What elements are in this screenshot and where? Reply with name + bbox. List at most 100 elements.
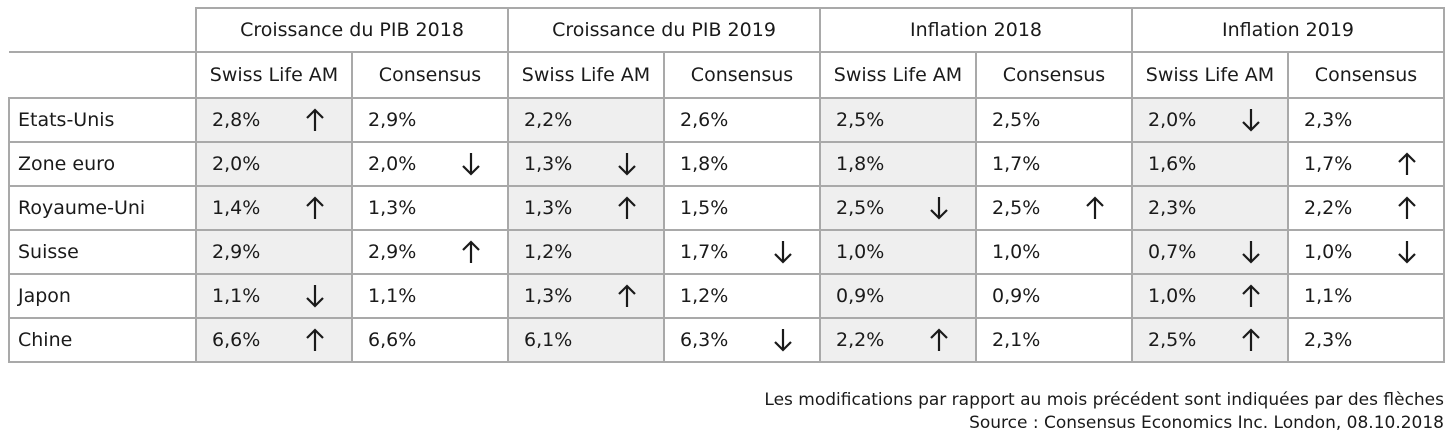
swiss-life-value-cell: 2,0%	[1131, 97, 1289, 143]
consensus-value-cell: 2,0%	[351, 141, 509, 187]
swiss-life-value-cell: 2,2%	[819, 317, 977, 363]
value-text: 2,5%	[836, 197, 885, 219]
swiss-life-value-cell: 0,7%	[1131, 229, 1289, 275]
consensus-value-cell: 2,3%	[1287, 97, 1445, 143]
value-text: 1,7%	[992, 153, 1041, 175]
value-text: 1,3%	[524, 153, 573, 175]
country-label: Suisse	[8, 229, 197, 275]
value-text: 1,7%	[1304, 153, 1353, 175]
country-label: Zone euro	[8, 141, 197, 187]
consensus-value-cell: 2,2%	[1287, 185, 1445, 231]
swiss-life-value-cell: 1,6%	[1131, 141, 1289, 187]
value-text: 2,2%	[836, 329, 885, 351]
arrow-down-icon	[1238, 238, 1264, 266]
value-text: 1,1%	[368, 285, 417, 307]
swiss-life-value-cell: 0,9%	[819, 273, 977, 319]
consensus-value-cell: 1,8%	[663, 141, 821, 187]
arrow-up-icon	[614, 282, 640, 310]
swiss-life-value-cell: 2,2%	[507, 97, 665, 143]
value-text: 2,6%	[680, 109, 729, 131]
group-header-gdp-2018: Croissance du PIB 2018	[195, 7, 509, 53]
value-text: 2,2%	[1304, 197, 1353, 219]
swiss-life-value-cell: 2,5%	[1131, 317, 1289, 363]
table-row: Suisse 2,9% 2,9% 1,2% 1,7% 1,0% 1,0% 0,7% 1,0%	[8, 229, 1445, 275]
table-notes: Les modifications par rapport au mois pr…	[764, 389, 1444, 435]
value-text: 2,9%	[368, 241, 417, 263]
swiss-life-value-cell: 1,3%	[507, 141, 665, 187]
subheader-consensus: Consensus	[351, 51, 509, 99]
subheader-consensus: Consensus	[975, 51, 1133, 99]
value-text: 6,6%	[212, 329, 261, 351]
arrow-up-icon	[1238, 326, 1264, 354]
value-text: 1,0%	[1148, 285, 1197, 307]
value-text: 1,0%	[836, 241, 885, 263]
swiss-life-value-cell: 2,5%	[819, 97, 977, 143]
table-row: Japon 1,1% 1,1% 1,3% 1,2% 0,9% 0,9% 1,0% 1,1%	[8, 273, 1445, 319]
value-text: 2,1%	[992, 329, 1041, 351]
consensus-value-cell: 6,6%	[351, 317, 509, 363]
group-header-inflation-2019: Inflation 2019	[1131, 7, 1445, 53]
value-text: 1,3%	[368, 197, 417, 219]
value-text: 6,6%	[368, 329, 417, 351]
swiss-life-value-cell: 6,1%	[507, 317, 665, 363]
value-text: 2,5%	[1148, 329, 1197, 351]
country-label: Chine	[8, 317, 197, 363]
arrow-up-icon	[302, 106, 328, 134]
subheader-consensus: Consensus	[663, 51, 821, 99]
table-row: Zone euro 2,0% 2,0% 1,3% 1,8% 1,8% 1,7% 1,6% 1,7…	[8, 141, 1445, 187]
consensus-value-cell: 1,3%	[351, 185, 509, 231]
arrow-up-icon	[1238, 282, 1264, 310]
arrow-up-icon	[302, 194, 328, 222]
value-text: 0,7%	[1148, 241, 1197, 263]
group-header-gdp-2019: Croissance du PIB 2019	[507, 7, 821, 53]
value-text: 1,0%	[1304, 241, 1353, 263]
table-row: Etats-Unis 2,8% 2,9% 2,2% 2,6% 2,5% 2,5% 2,0% 2,…	[8, 97, 1445, 143]
value-text: 2,5%	[992, 109, 1041, 131]
value-text: 2,9%	[368, 109, 417, 131]
subheader-consensus: Consensus	[1287, 51, 1445, 99]
value-text: 6,1%	[524, 329, 573, 351]
consensus-value-cell: 1,0%	[1287, 229, 1445, 275]
value-text: 1,2%	[524, 241, 573, 263]
consensus-value-cell: 1,5%	[663, 185, 821, 231]
swiss-life-value-cell: 1,0%	[1131, 273, 1289, 319]
subheader-swiss-life: Swiss Life AM	[1131, 51, 1289, 99]
value-text: 2,3%	[1148, 197, 1197, 219]
arrow-up-icon	[1394, 150, 1420, 178]
table-body: Etats-Unis 2,8% 2,9% 2,2% 2,6% 2,5% 2,5% 2,0% 2,…	[8, 97, 1445, 363]
value-text: 1,6%	[1148, 153, 1197, 175]
swiss-life-value-cell: 2,0%	[195, 141, 353, 187]
subheader-swiss-life: Swiss Life AM	[819, 51, 977, 99]
value-text: 1,4%	[212, 197, 261, 219]
group-header-inflation-2018: Inflation 2018	[819, 7, 1133, 53]
swiss-life-value-cell: 1,4%	[195, 185, 353, 231]
table-row: Royaume-Uni 1,4% 1,3% 1,3% 1,5% 2,5% 2,5% 2,3% 2…	[8, 185, 1445, 231]
value-text: 2,5%	[992, 197, 1041, 219]
value-text: 2,3%	[1304, 109, 1353, 131]
consensus-value-cell: 1,7%	[975, 141, 1133, 187]
country-label: Royaume-Uni	[8, 185, 197, 231]
corner-cell	[9, 8, 197, 53]
arrow-down-icon	[302, 282, 328, 310]
arrow-up-icon	[614, 194, 640, 222]
consensus-value-cell: 1,2%	[663, 273, 821, 319]
value-text: 2,2%	[524, 109, 573, 131]
consensus-value-cell: 2,9%	[351, 229, 509, 275]
value-text: 2,8%	[212, 109, 261, 131]
value-text: 2,3%	[1304, 329, 1353, 351]
swiss-life-value-cell: 1,0%	[819, 229, 977, 275]
arrow-down-icon	[926, 194, 952, 222]
value-text: 1,3%	[524, 197, 573, 219]
value-text: 2,0%	[1148, 109, 1197, 131]
swiss-life-value-cell: 2,3%	[1131, 185, 1289, 231]
consensus-value-cell: 2,3%	[1287, 317, 1445, 363]
country-label: Japon	[8, 273, 197, 319]
table-row: Chine 6,6% 6,6% 6,1% 6,3% 2,2% 2,1% 2,5% 2,3%	[8, 317, 1445, 363]
group-header-row: Croissance du PIB 2018 Croissance du PIB…	[9, 7, 1445, 53]
swiss-life-value-cell: 1,8%	[819, 141, 977, 187]
value-text: 1,2%	[680, 285, 729, 307]
consensus-value-cell: 1,7%	[663, 229, 821, 275]
country-label: Etats-Unis	[8, 97, 197, 143]
subheader-swiss-life: Swiss Life AM	[195, 51, 353, 99]
value-text: 1,8%	[680, 153, 729, 175]
